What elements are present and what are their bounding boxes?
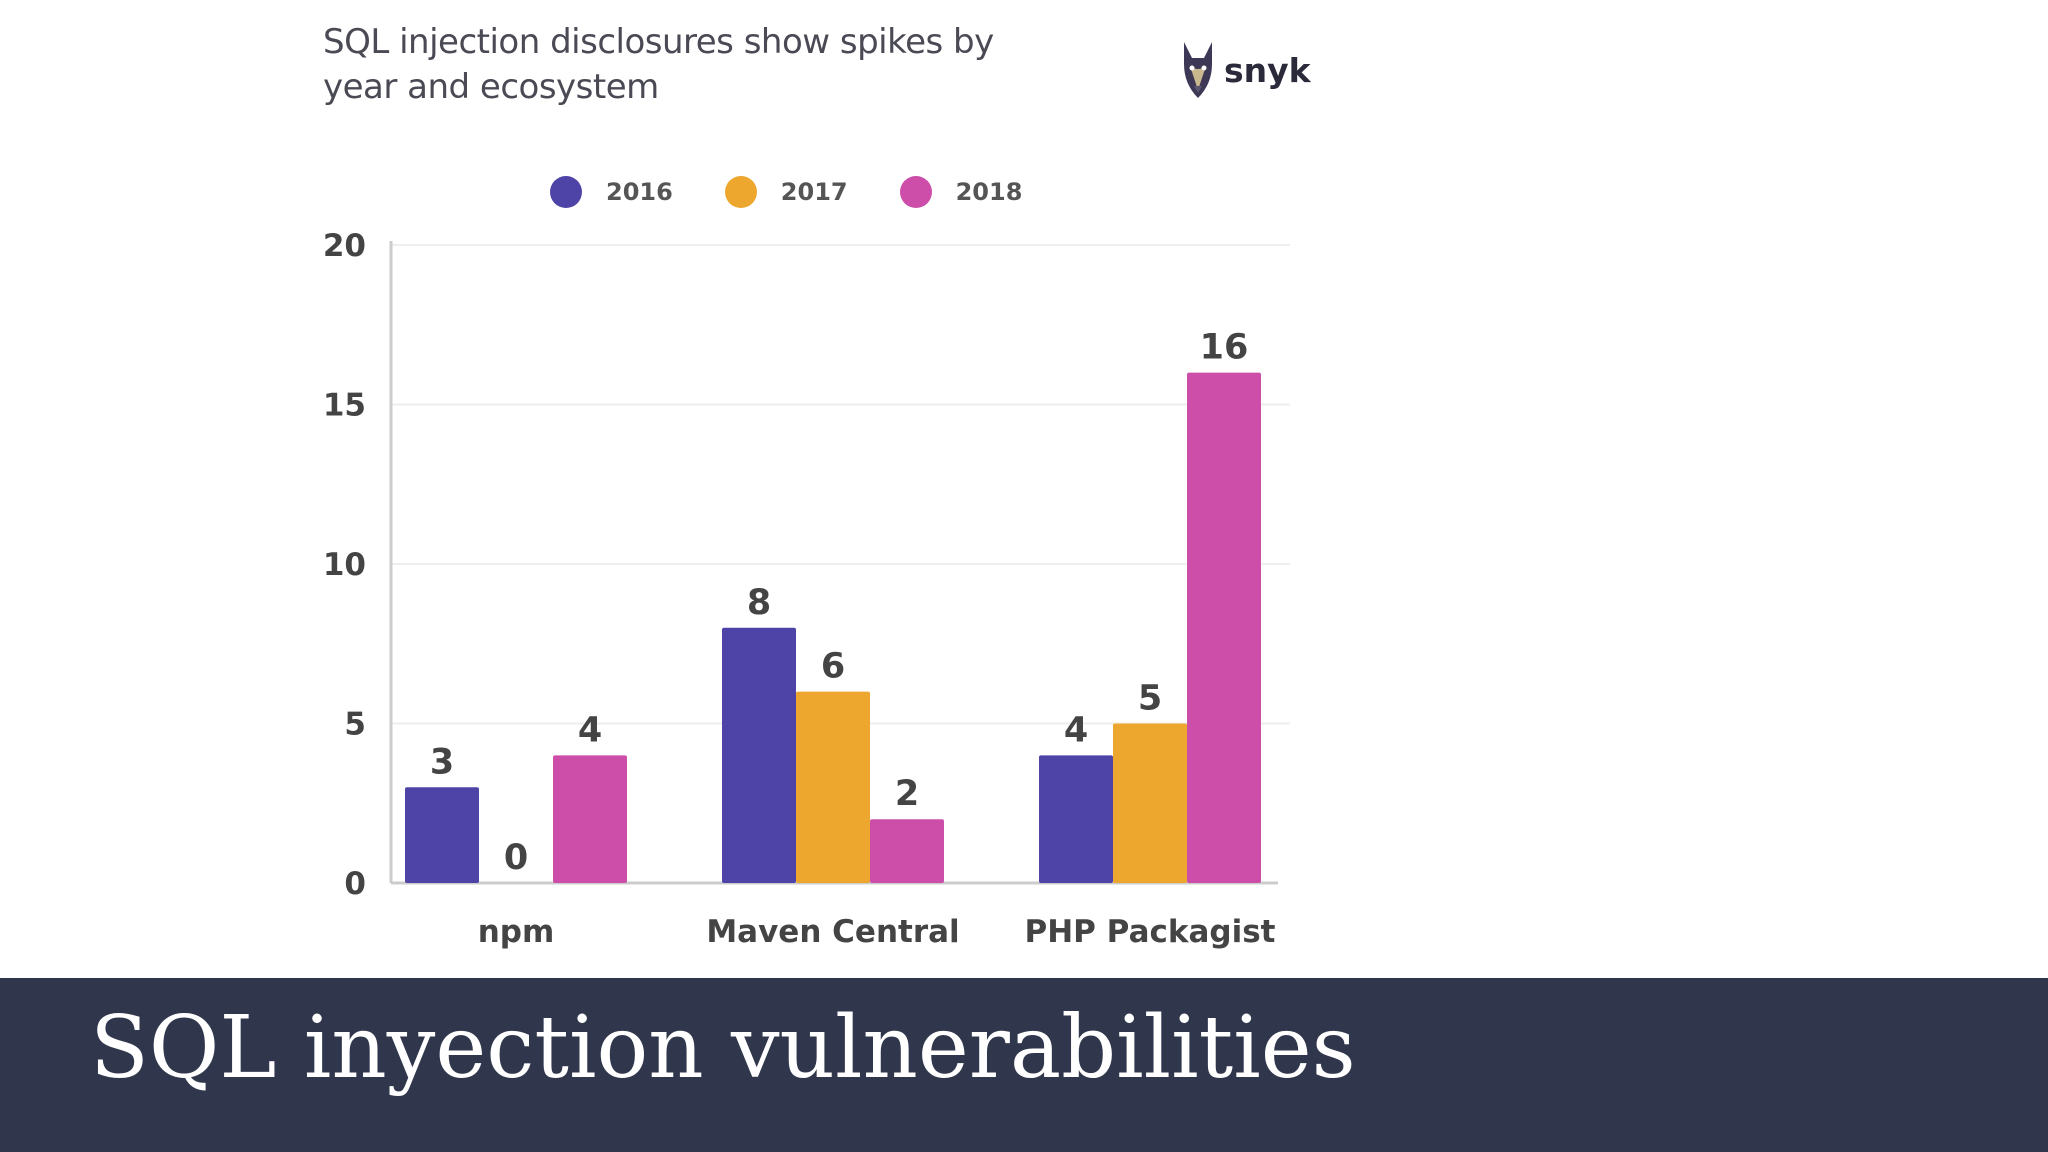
bar-2016-php-packagist [1039,755,1113,883]
bar-2017-maven-central [796,691,870,883]
legend-swatch-2018 [899,176,932,208]
bar-2018-maven-central [870,819,944,883]
data-label: 4 [1064,710,1088,750]
data-label: 3 [430,742,454,782]
doberman-logo-icon [1184,42,1212,98]
x-tick-label: Maven Central [706,914,959,950]
data-label: 2 [895,774,919,814]
legend-swatch-2016 [550,176,582,208]
bar-chart: 0 5 10 15 20 3 0 4 npm 8 6 2 Maven Central 4 5 16 PHP Pa… [323,228,1290,950]
y-tick-label: 10 [323,547,366,583]
title-banner: SQL inyection vulnerabilities [0,978,2048,1152]
y-tick-label: 0 [344,866,366,902]
legend-label-2018: 2018 [955,178,1023,206]
legend-swatch-2017 [724,176,757,208]
chart-legend: 2016 2017 2018 [550,176,1074,208]
brand-name: snyk [1224,50,1311,90]
legend-item-2017: 2017 [724,176,848,208]
y-tick-label: 5 [344,707,366,743]
y-tick-label: 15 [323,388,366,424]
data-label: 16 [1200,328,1249,368]
data-label: 5 [1138,679,1162,719]
y-tick-label: 20 [323,228,366,264]
data-label: 8 [747,583,771,623]
data-label: 4 [578,710,602,750]
slide-title: SQL inyection vulnerabilities [90,998,1356,1098]
x-tick-label: PHP Packagist [1025,914,1276,950]
bar-2016-maven-central [722,627,796,883]
data-label: 0 [504,838,528,878]
bar-2016-npm [405,787,479,883]
brand-logo: snyk [1178,38,1311,102]
bar-2018-npm [553,755,627,883]
legend-item-2016: 2016 [550,176,673,208]
data-label: 6 [821,647,845,687]
x-tick-label: npm [478,914,555,950]
bar-2017-php-packagist [1113,723,1187,883]
legend-item-2018: 2018 [899,176,1023,208]
bar-2018-php-packagist [1187,372,1261,883]
chart-title: SQL injection disclosures show spikes by… [323,22,994,107]
legend-label-2017: 2017 [780,178,848,206]
legend-label-2016: 2016 [606,178,673,206]
